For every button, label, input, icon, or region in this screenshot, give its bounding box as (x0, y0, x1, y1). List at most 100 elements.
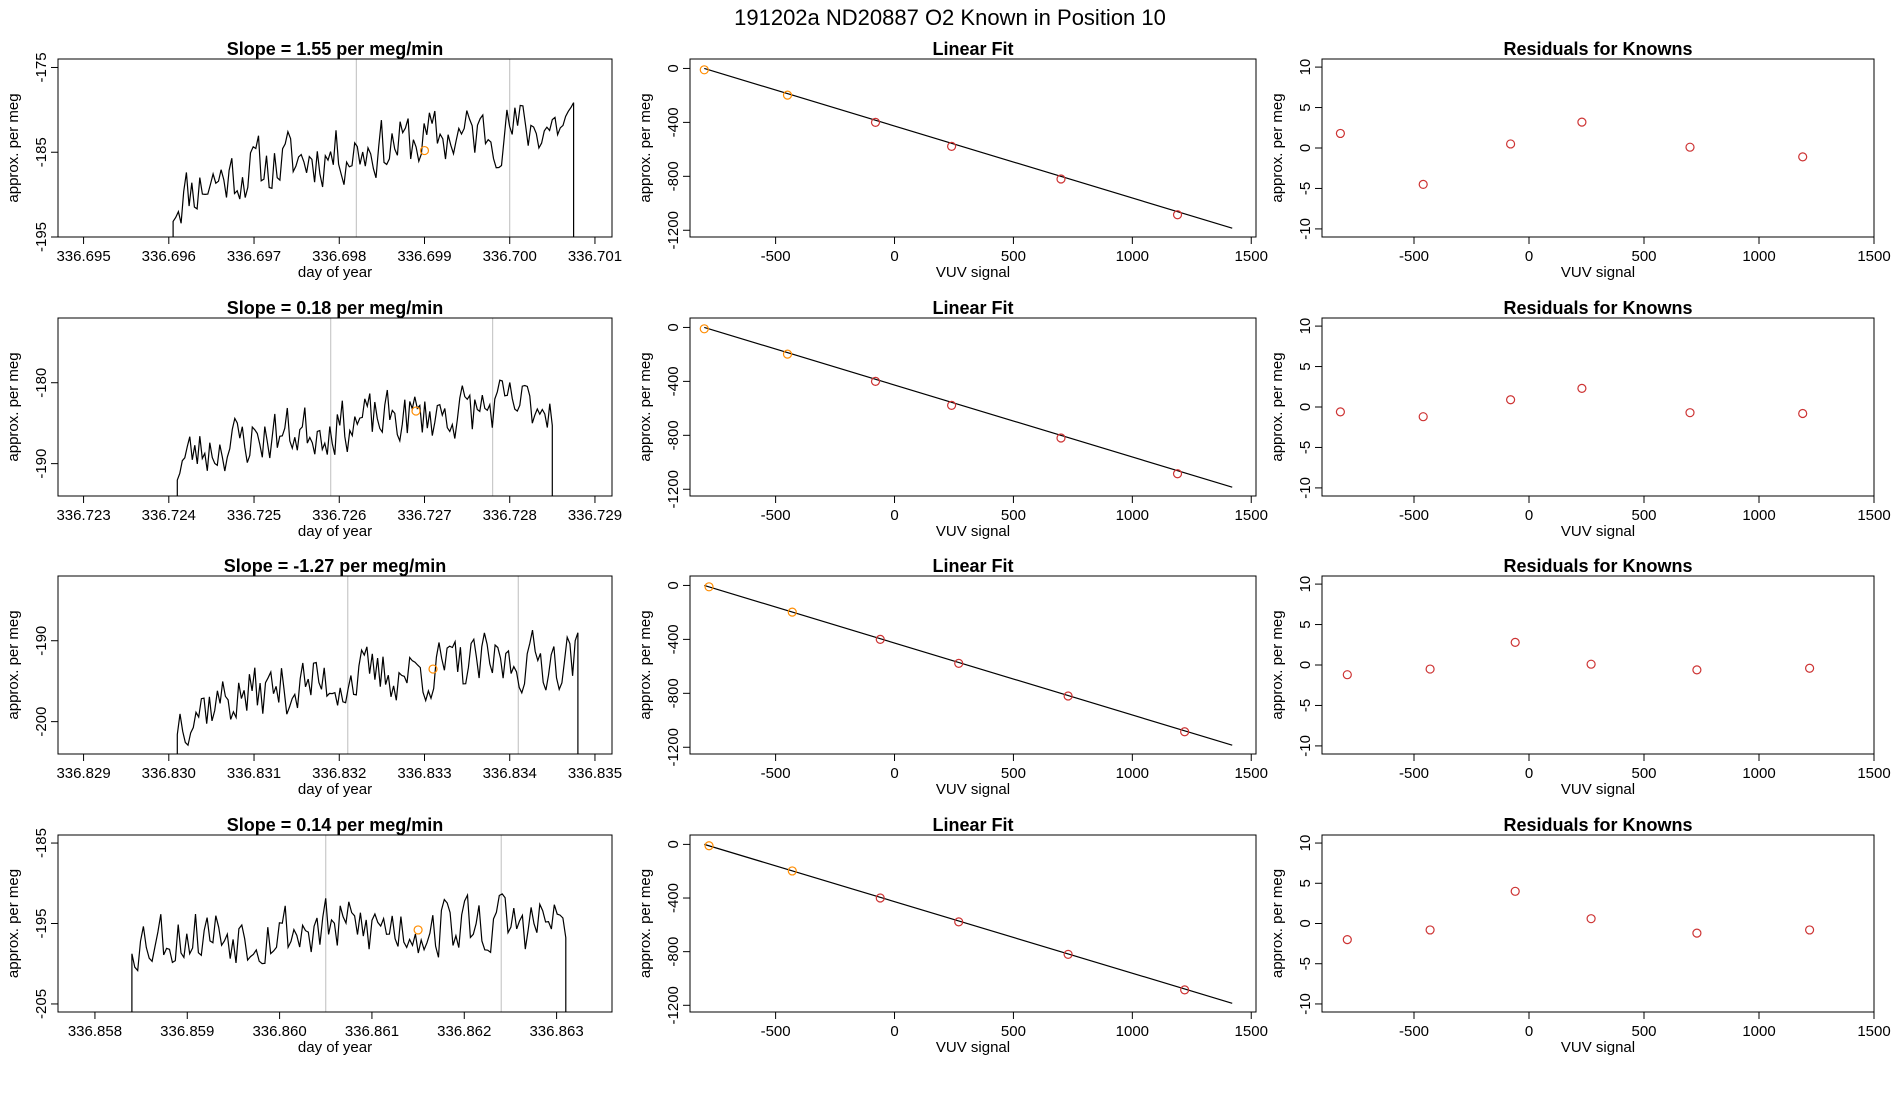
panel-title: Linear Fit (932, 39, 1013, 59)
x-tick-label: 1500 (1235, 248, 1268, 265)
x-tick-label: 500 (1631, 507, 1656, 524)
x-tick-label: 336.835 (568, 765, 622, 782)
x-tick-label: 336.700 (483, 248, 537, 265)
y-tick-label: -1200 (665, 986, 682, 1024)
series-line (172, 102, 575, 237)
x-tick-label: 336.832 (312, 765, 366, 782)
known-marker (428, 664, 438, 674)
figure-title: 191202a ND20887 O2 Known in Position 10 (734, 5, 1166, 30)
y-tick-label: -800 (665, 420, 682, 450)
plot-frame (57, 58, 613, 238)
panel-residuals-row2: Residuals for Knowns -500 0 500 1000 1500 10 5 0… (1269, 298, 1891, 540)
fit-point-6 (1180, 727, 1190, 737)
x-tick-label: -500 (1399, 248, 1429, 265)
panel-title: Slope = 0.18 per meg/min (227, 298, 444, 318)
fit-point-2 (782, 90, 793, 100)
x-tick-label: 336.724 (142, 507, 196, 524)
panel-linear-fit-row2: Linear Fit -500 0 500 1000 1500 0 -400 -800 -1200… (637, 298, 1268, 540)
plot-frame (689, 575, 1257, 755)
y-tick-label: 0 (1297, 919, 1314, 927)
x-tick-label: 1500 (1235, 507, 1268, 524)
x-tick-label: 0 (1525, 248, 1533, 265)
plot-frame (689, 317, 1257, 497)
plot-area (704, 841, 1233, 1004)
y-axis-label: approx. per meg (5, 869, 22, 978)
residual-point-5 (1692, 928, 1702, 938)
y-tick-label: -5 (1297, 699, 1314, 712)
panel-title: Residuals for Knowns (1503, 815, 1692, 835)
plot-area (176, 576, 579, 754)
x-axis-label: day of year (298, 1039, 372, 1056)
x-tick-label: 1000 (1116, 765, 1149, 782)
plot-area (172, 59, 575, 237)
y-tick-label: -400 (665, 883, 682, 913)
plot-area (704, 582, 1233, 746)
plot-frame (1321, 575, 1875, 755)
y-tick-label: -195 (33, 222, 50, 252)
x-tick-label: 336.725 (227, 507, 281, 524)
y-axis-label: approx. per meg (637, 610, 654, 719)
fit-point-4 (954, 658, 964, 668)
x-tick-label: 0 (890, 248, 898, 265)
fit-point-5 (1063, 691, 1073, 701)
x-tick-label: 1000 (1116, 248, 1149, 265)
y-tick-label: -205 (33, 989, 50, 1019)
plot-area (1342, 637, 1815, 680)
x-tick-label: 336.829 (56, 765, 110, 782)
x-tick-label: 500 (1631, 1023, 1656, 1040)
y-tick-label: -10 (1297, 477, 1314, 499)
x-tick-label: 336.863 (529, 1023, 583, 1040)
panel-time-series-row2: Slope = 0.18 per meg/min 336.723 336.724 33… (5, 298, 622, 540)
fit-line (704, 584, 1233, 746)
x-tick-label: 500 (1631, 248, 1656, 265)
y-tick-label: -800 (665, 937, 682, 967)
y-tick-label: -1200 (665, 211, 682, 249)
fit-point-1 (704, 841, 714, 851)
panel-title: Linear Fit (932, 815, 1013, 835)
residual-point-2 (1425, 925, 1435, 935)
plot-frame (689, 58, 1257, 238)
x-tick-label: 1500 (1235, 1023, 1268, 1040)
plot-area (1342, 886, 1815, 945)
residual-point-1 (1335, 407, 1346, 417)
plot-area (699, 324, 1233, 488)
x-axis-label: VUV signal (936, 264, 1010, 281)
panel-title: Residuals for Knowns (1503, 39, 1692, 59)
plot-frame (1321, 317, 1875, 497)
y-tick-label: -10 (1297, 218, 1314, 240)
x-axis-label: VUV signal (936, 781, 1010, 798)
fit-point-6 (1180, 985, 1190, 995)
x-tick-label: 336.834 (483, 765, 537, 782)
plot-frame (689, 834, 1257, 1013)
x-tick-label: -500 (761, 248, 791, 265)
panel-residuals-row3: Residuals for Knowns -500 0 500 1000 1500 10 5 0… (1269, 556, 1891, 798)
x-tick-label: 336.833 (397, 765, 451, 782)
fit-point-6 (1172, 210, 1183, 220)
x-tick-label: 336.861 (345, 1023, 399, 1040)
y-tick-label: -1200 (665, 470, 682, 508)
fit-point-4 (954, 917, 964, 927)
y-tick-label: -400 (665, 107, 682, 137)
x-tick-label: 336.728 (483, 507, 537, 524)
y-tick-label: -1200 (665, 728, 682, 766)
y-axis-label: approx. per meg (5, 352, 22, 461)
known-marker (413, 925, 423, 935)
x-tick-label: 336.858 (68, 1023, 122, 1040)
fit-point-5 (1056, 433, 1066, 443)
x-tick-label: 336.697 (227, 248, 281, 265)
x-tick-label: 0 (890, 507, 898, 524)
x-axis-label: day of year (298, 781, 372, 798)
x-tick-label: 336.696 (142, 248, 196, 265)
x-tick-label: 336.831 (227, 765, 281, 782)
plot-area (1335, 383, 1808, 422)
plot-area (131, 835, 567, 1012)
series-line (176, 629, 579, 754)
x-tick-label: 1000 (1116, 1023, 1149, 1040)
x-tick-label: -500 (1399, 765, 1429, 782)
plot-frame (1321, 834, 1875, 1013)
x-axis-label: VUV signal (1561, 781, 1635, 798)
y-axis-label: approx. per meg (5, 93, 22, 202)
x-tick-label: -500 (1399, 507, 1429, 524)
x-axis-label: VUV signal (1561, 523, 1635, 540)
x-tick-label: 336.699 (397, 248, 451, 265)
